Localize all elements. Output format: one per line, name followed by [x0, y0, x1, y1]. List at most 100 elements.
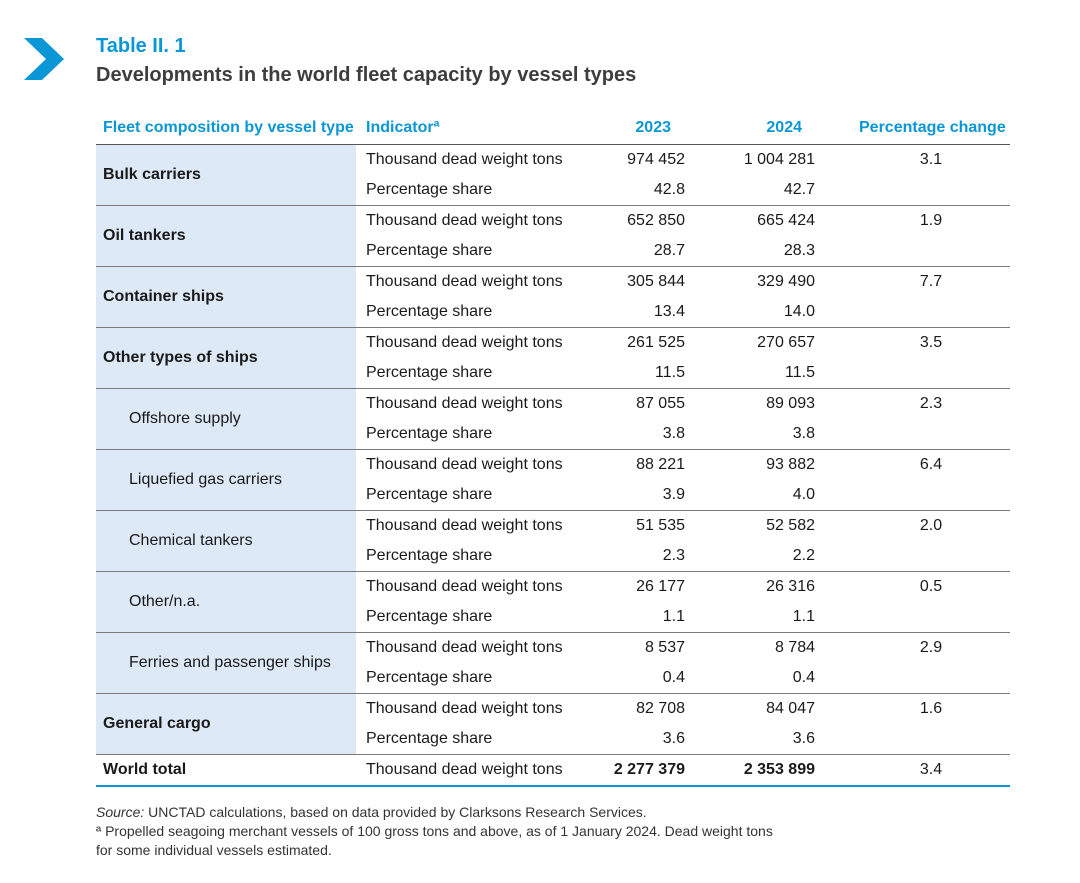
share-2023: 3.6 — [662, 730, 685, 747]
table-body: Bulk carriers Thousand dead weight tons 97… — [96, 145, 1010, 787]
share-2024: 4.0 — [792, 486, 815, 503]
share-2024: 2.2 — [792, 547, 815, 564]
indicator-label: Percentage share — [366, 486, 493, 503]
table-row-group: Container ships Thousand dead weight tons… — [96, 267, 1010, 328]
column-header-percentage-change: Percentage change — [859, 119, 1006, 136]
value-2023: 26 177 — [636, 578, 685, 595]
value-2023: 8 537 — [644, 639, 685, 656]
footnote-line-1: ª Propelled seagoing merchant vessels of… — [96, 823, 773, 839]
table-notes: Source: UNCTAD calculations, based on da… — [96, 803, 773, 860]
indicator-label: Thousand dead weight tons — [366, 334, 563, 351]
vessel-type-label: Chemical tankers — [129, 532, 253, 549]
share-2023: 1.1 — [662, 608, 685, 625]
indicator-label: Percentage share — [366, 730, 493, 747]
vessel-type-cell: Oil tankers — [96, 206, 356, 266]
percentage-change: 2.0 — [919, 517, 943, 534]
percentage-change: 2.3 — [919, 395, 943, 412]
percentage-change: 0.5 — [919, 578, 943, 595]
table-row-group: Liquefied gas carriers Thousand dead weig… — [96, 450, 1010, 511]
vessel-type-label: Oil tankers — [103, 227, 186, 244]
table-row-group: Bulk carriers Thousand dead weight tons 97… — [96, 145, 1010, 206]
indicator-label: Percentage share — [366, 547, 493, 564]
share-2023: 42.8 — [653, 181, 685, 198]
percentage-change: 6.4 — [919, 456, 943, 473]
table-number: Table II. 1 — [96, 35, 186, 57]
column-header-2023: 2023 — [635, 119, 671, 136]
indicator-label: Percentage share — [366, 181, 493, 198]
indicator-label: Percentage share — [366, 425, 493, 442]
indicator-label: Thousand dead weight tons — [366, 700, 563, 717]
share-2024: 1.1 — [792, 608, 815, 625]
share-2024: 11.5 — [785, 364, 815, 381]
value-2023: 652 850 — [627, 212, 685, 229]
value-2024: 1 004 281 — [743, 151, 815, 168]
vessel-type-cell: Offshore supply — [96, 389, 356, 449]
total-2023: 2 277 379 — [613, 761, 685, 778]
share-2024: 14.0 — [783, 303, 815, 320]
world-total-label: World total — [103, 761, 187, 778]
value-2023: 261 525 — [627, 334, 685, 351]
vessel-type-cell: Ferries and passenger ships — [96, 633, 356, 693]
share-2024: 28.3 — [783, 242, 815, 259]
value-2023: 974 452 — [627, 151, 685, 168]
percentage-change: 1.6 — [919, 700, 943, 717]
value-2023: 82 708 — [636, 700, 685, 717]
value-2024: 8 784 — [774, 639, 815, 656]
vessel-type-cell: General cargo — [96, 694, 356, 754]
share-2024: 42.7 — [783, 181, 815, 198]
value-2024: 270 657 — [757, 334, 815, 351]
column-header-2024: 2024 — [766, 119, 802, 136]
indicator-label: Percentage share — [366, 242, 493, 259]
vessel-type-label: Other/n.a. — [129, 593, 201, 610]
indicator-label: Thousand dead weight tons — [366, 395, 563, 412]
indicator-label: Thousand dead weight tons — [366, 151, 563, 168]
vessel-type-cell: Container ships — [96, 267, 356, 327]
vessel-type-label: Ferries and passenger ships — [129, 654, 331, 671]
source-label: Source: — [96, 804, 145, 820]
percentage-change: 3.1 — [919, 151, 943, 168]
value-2024: 665 424 — [757, 212, 815, 229]
share-2024: 0.4 — [792, 669, 815, 686]
total-2024: 2 353 899 — [743, 761, 815, 778]
footnote-line-2: for some individual vessels estimated. — [96, 842, 332, 858]
table-row-group: Ferries and passenger ships Thousand dead… — [96, 633, 1010, 694]
value-2023: 88 221 — [636, 456, 685, 473]
value-2024: 26 316 — [766, 578, 815, 595]
indicator-label: Thousand dead weight tons — [366, 212, 563, 229]
indicator-label: Thousand dead weight tons — [366, 273, 563, 290]
value-2024: 93 882 — [766, 456, 815, 473]
percentage-change: 1.9 — [919, 212, 943, 229]
table-row-group: Offshore supply Thousand dead weight tons… — [96, 389, 1010, 450]
total-percentage-change: 3.4 — [919, 761, 943, 778]
indicator-label: Percentage share — [366, 303, 493, 320]
indicator-label: Percentage share — [366, 608, 493, 625]
fleet-capacity-table: Fleet composition by vessel type Indicat… — [96, 114, 1010, 787]
value-2024: 89 093 — [766, 395, 815, 412]
share-2023: 3.9 — [662, 486, 685, 503]
source-note: Source: UNCTAD calculations, based on da… — [96, 803, 773, 822]
vessel-type-cell: Chemical tankers — [96, 511, 356, 571]
indicator-label: Percentage share — [366, 364, 493, 381]
table-title: Developments in the world fleet capacity… — [96, 64, 637, 86]
source-text: UNCTAD calculations, based on data provi… — [144, 804, 647, 820]
world-total-row: World total Thousand dead weight tons 2 27… — [96, 755, 1010, 787]
vessel-type-cell: Liquefied gas carriers — [96, 450, 356, 510]
value-2024: 329 490 — [757, 273, 815, 290]
vessel-type-label: General cargo — [103, 715, 211, 732]
table-row-group: Chemical tankers Thousand dead weight ton… — [96, 511, 1010, 572]
vessel-type-cell: Other/n.a. — [96, 572, 356, 632]
share-2023: 13.4 — [653, 303, 685, 320]
value-2024: 52 582 — [766, 517, 815, 534]
share-2023: 3.8 — [662, 425, 685, 442]
indicator-label: Thousand dead weight tons — [366, 456, 563, 473]
vessel-type-label: Liquefied gas carriers — [129, 471, 282, 488]
vessel-type-label: Bulk carriers — [103, 166, 201, 183]
value-2023: 305 844 — [627, 273, 685, 290]
indicator-label: Thousand dead weight tons — [366, 761, 563, 778]
table-header-row: Fleet composition by vessel type Indicat… — [96, 114, 1010, 145]
vessel-type-cell: Other types of ships — [96, 328, 356, 388]
share-2023: 0.4 — [662, 669, 685, 686]
indicator-label: Thousand dead weight tons — [366, 517, 563, 534]
percentage-change: 2.9 — [919, 639, 943, 656]
indicator-label: Percentage share — [366, 669, 493, 686]
